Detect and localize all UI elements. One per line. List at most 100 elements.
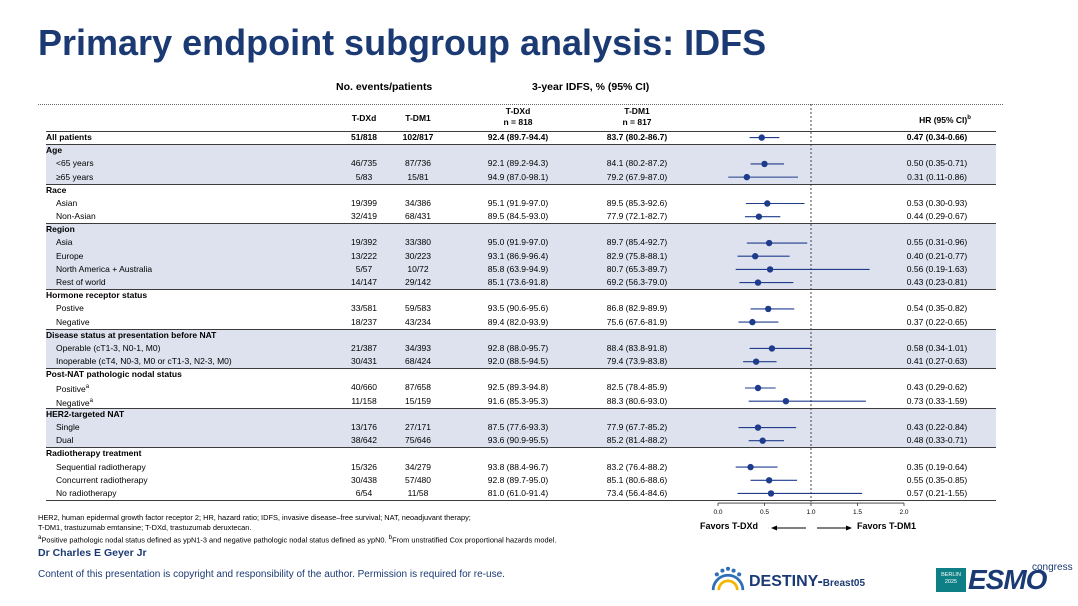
- idfs-tdm1: 79.4 (73.9-83.8): [606, 356, 668, 367]
- col-header-tdm1-idfs-n: n = 817: [622, 117, 652, 127]
- events-tdxd: 14/147: [351, 276, 377, 287]
- idfs-tdxd: 81.0 (61.0-91.4): [487, 487, 549, 498]
- subgroup-label: Rest of world: [56, 276, 106, 289]
- subgroup-label: Postive: [56, 302, 84, 315]
- subgroup-label-text: Inoperable (cT4, N0-3, M0 or cT1-3, N2-3…: [56, 356, 232, 367]
- idfs-tdxd: 85.1 (73.6-91.8): [487, 276, 549, 287]
- hr-ci-value: 0.58 (0.34-1.01): [906, 342, 968, 353]
- idfs-tdm1: 82.9 (75.8-88.1): [606, 250, 668, 261]
- subgroup-label-sup: a: [89, 397, 93, 404]
- subgroup-label: <65 years: [56, 157, 94, 170]
- x-tick-label: 1.5: [853, 509, 862, 516]
- subgroup-label-text: Disease status at presentation before NA…: [46, 329, 217, 340]
- subgroup-label: Positivea: [56, 381, 89, 394]
- events-tdxd: 33/581: [351, 303, 377, 314]
- subgroup-header: Disease status at presentation before NA…: [46, 329, 216, 342]
- idfs-tdm1: 69.2 (56.3-79.0): [606, 276, 668, 287]
- subgroup-label: Concurrent radiotherapy: [56, 474, 148, 487]
- events-group-header: No. events/patients: [336, 81, 433, 93]
- subgroup-label-text: <65 years: [56, 158, 94, 169]
- favors-right-arrowhead: [846, 525, 852, 531]
- hr-point: [754, 384, 762, 392]
- hr-point: [758, 134, 765, 141]
- events-tdxd: 46/735: [351, 158, 377, 169]
- subgroup-label-text: Hormone receptor status: [46, 290, 148, 301]
- events-tdm1: 34/393: [405, 342, 431, 353]
- idfs-tdxd: 94.9 (87.0-98.1): [487, 171, 549, 182]
- row-separator: [46, 223, 996, 225]
- hr-ci-value: 0.37 (0.22-0.65): [906, 316, 968, 327]
- events-tdxd: 5/57: [355, 263, 373, 274]
- esmo-wordmark: ESMO: [968, 564, 1047, 595]
- subgroup-label-text: Europe: [56, 250, 84, 261]
- x-tick-label: 1.0: [806, 509, 815, 516]
- col-header-hr-sup: b: [967, 115, 971, 121]
- idfs-group-header: 3-year IDFS, % (95% CI): [532, 81, 650, 93]
- col-header-hr-label: HR (95% CI): [919, 114, 968, 125]
- events-tdm1: 57/480: [405, 474, 431, 485]
- subgroup-label-text: Dual: [56, 435, 74, 446]
- idfs-tdm1: 80.7 (65.3-89.7): [606, 263, 668, 274]
- subgroup-label: Single: [56, 421, 80, 434]
- subgroup-label-text: Negative: [56, 316, 90, 327]
- events-tdm1: 87/736: [405, 158, 431, 169]
- events-tdxd: 30/431: [351, 356, 377, 367]
- events-tdxd: 19/399: [351, 197, 377, 208]
- subgroup-label-text: Single: [56, 421, 80, 432]
- hr-ci-value: 0.56 (0.19-1.63): [906, 263, 968, 274]
- subgroup-header: Post-NAT pathologic nodal status: [46, 368, 182, 381]
- subgroup-label: Inoperable (cT4, N0-3, M0 or cT1-3, N2-3…: [56, 355, 232, 368]
- subgroup-label-text: Sequential radiotherapy: [56, 461, 146, 472]
- destiny-logo-icon: [711, 566, 745, 591]
- idfs-tdm1: 83.2 (76.4-88.2): [606, 461, 668, 472]
- hr-ci-value: 0.35 (0.19-0.64): [906, 461, 968, 472]
- col-header-tdxd-idfs-arm: T-DXd: [505, 106, 531, 116]
- row-separator: [46, 289, 996, 291]
- idfs-tdm1: 75.6 (67.6-81.9): [606, 316, 668, 327]
- events-tdxd: 51/818: [351, 132, 377, 142]
- subgroup-label: No radiotherapy: [56, 487, 116, 500]
- idfs-tdm1: 82.5 (78.4-85.9): [606, 382, 668, 393]
- events-tdxd: 13/176: [351, 421, 377, 432]
- row-separator: [46, 131, 996, 132]
- col-header-hr: HR (95% CI)b: [900, 113, 990, 126]
- idfs-tdxd: 92.4 (89.7-94.4): [487, 132, 549, 142]
- idfs-tdm1: 85.1 (80.6-88.6): [606, 474, 668, 485]
- events-tdm1: 68/431: [405, 211, 431, 222]
- destiny-logo-main: DESTINY-: [749, 573, 823, 590]
- idfs-tdxd: 85.8 (63.9-94.9): [487, 263, 549, 274]
- hr-point: [767, 490, 775, 497]
- copyright-notice: Content of this presentation is copyrigh…: [38, 569, 505, 580]
- subgroup-label-text: HER2-targeted NAT: [46, 408, 125, 419]
- row-separator: [46, 407, 996, 409]
- subgroup-label-text: Post-NAT pathologic nodal status: [46, 369, 182, 380]
- subgroup-label: Sequential radiotherapy: [56, 461, 146, 474]
- x-tick-label: 0.0: [713, 509, 722, 516]
- idfs-tdxd: 89.4 (82.0-93.9): [487, 316, 549, 327]
- hr-ci-value: 0.50 (0.35-0.71): [906, 158, 968, 169]
- footnote-b-text: From unstratified Cox proportional hazar…: [392, 535, 557, 545]
- idfs-tdxd: 93.1 (86.9-96.4): [487, 250, 549, 261]
- col-header-tdm1-idfs-arm: T-DM1: [624, 106, 650, 116]
- destiny-logo-sub: Breast05: [822, 578, 866, 589]
- subgroup-label: Operable (cT1-3, N0-1, M0): [56, 342, 160, 355]
- hr-ci-value: 0.54 (0.35-0.82): [906, 303, 968, 314]
- idfs-tdxd: 92.5 (89.3-94.8): [487, 382, 549, 393]
- col-header-tdm1: T-DM1: [405, 113, 431, 123]
- footnote-sup-a: a: [38, 534, 42, 541]
- subgroup-label-text: North America + Australia: [56, 263, 153, 274]
- idfs-tdxd: 93.6 (90.9-95.5): [487, 435, 549, 446]
- subgroup-header: HER2-targeted NAT: [46, 408, 124, 421]
- footnote-a-text: Positive pathologic nodal status defined…: [41, 535, 389, 545]
- hr-ci-value: 0.48 (0.33-0.71): [906, 435, 968, 446]
- idfs-tdm1: 77.9 (72.1-82.7): [606, 211, 668, 222]
- hr-ci-value: 0.31 (0.11-0.86): [907, 171, 967, 182]
- subgroup-header: Race: [46, 184, 66, 197]
- idfs-tdm1: 88.4 (83.8-91.8): [606, 342, 668, 353]
- subgroup-label: Negativea: [56, 395, 93, 408]
- events-tdm1: 59/583: [405, 303, 431, 314]
- idfs-tdm1: 89.5 (85.3-92.6): [606, 197, 668, 208]
- events-tdm1: 68/424: [405, 356, 431, 367]
- subgroup-label-text: Operable (cT1-3, N0-1, M0): [56, 342, 161, 353]
- col-header-tdm1-idfs: T-DM1 n = 817: [597, 106, 677, 128]
